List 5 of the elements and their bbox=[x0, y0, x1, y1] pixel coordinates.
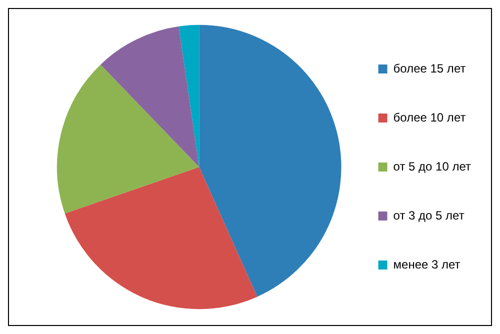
legend-label: от 5 до 10 лет bbox=[393, 159, 472, 174]
legend-label: от 3 до 5 лет bbox=[393, 208, 465, 222]
legend-label: более 15 лет bbox=[393, 61, 466, 76]
legend-label: более 10 лет bbox=[393, 110, 466, 124]
legend-label: менее 3 лет bbox=[393, 257, 461, 272]
